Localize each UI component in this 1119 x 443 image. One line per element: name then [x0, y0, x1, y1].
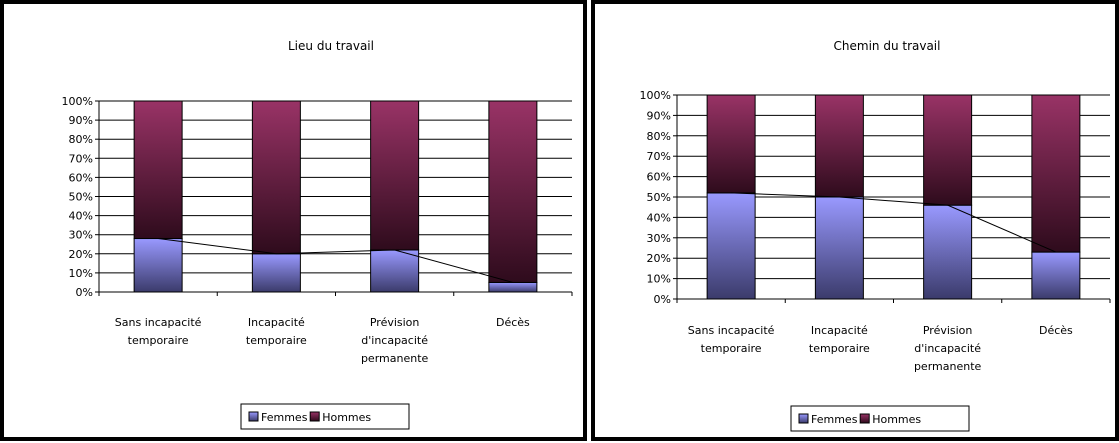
legend-box	[240, 403, 410, 430]
chart-panel-lieu: Lieu du travail 0% 10% 20% 30% 40% 50% 60% 70% 80…	[0, 0, 587, 441]
y-tick-label: 70%	[69, 152, 93, 165]
bar-femmes	[488, 281, 538, 293]
bar-femmes	[1031, 251, 1081, 300]
chart-lieu-du-travail: Lieu du travail 0% 10% 20% 30% 40% 50% 60% 70% 80…	[62, 39, 573, 430]
bar-femmes	[370, 249, 420, 293]
x-category-label: Incapacité	[248, 316, 305, 329]
x-category-label: Prévision	[370, 316, 420, 329]
x-category-label: temporaire	[246, 334, 307, 347]
x-category-label: d'incapacité	[914, 342, 981, 355]
bar-hommes	[706, 94, 756, 194]
legend-swatch-femmes	[798, 413, 809, 424]
bar-femmes	[251, 253, 301, 293]
bar-hommes	[923, 94, 973, 206]
x-category-label: Prévision	[923, 324, 973, 337]
x-category-label: Décès	[1039, 324, 1073, 337]
y-tick-label: 50%	[69, 191, 93, 204]
legend-label-hommes: Hommes	[322, 411, 371, 424]
y-tick-label: 60%	[647, 171, 671, 184]
legend-swatch-hommes	[309, 411, 320, 422]
series-line-femmes	[158, 238, 514, 283]
x-category-label: Sans incapacité	[115, 316, 202, 329]
y-tick-label: 90%	[69, 114, 93, 127]
chart-chemin-du-travail: Chemin du travail 0% 10% 20% 30% 40% 50% 60% 70%…	[640, 39, 1111, 432]
y-tick-label: 80%	[647, 130, 671, 143]
x-category-label: permanente	[914, 360, 982, 373]
legend: Femmes Hommes	[790, 405, 970, 432]
bar-femmes	[814, 196, 864, 300]
y-tick-label: 20%	[69, 248, 93, 261]
y-tick-label: 70%	[647, 150, 671, 163]
chart-title: Lieu du travail	[288, 39, 374, 53]
x-category-label: temporaire	[128, 334, 189, 347]
x-category-label: temporaire	[701, 342, 762, 355]
legend-swatch-femmes	[248, 411, 259, 422]
bar-hommes	[370, 100, 420, 251]
chart-title: Chemin du travail	[834, 39, 941, 53]
y-tick-label: 20%	[647, 252, 671, 265]
x-category-label: temporaire	[809, 342, 870, 355]
legend: Femmes Hommes	[240, 403, 410, 430]
legend-box	[790, 405, 970, 432]
y-tick-label: 0%	[654, 293, 671, 306]
bar-hommes	[251, 100, 301, 255]
y-tick-label: 10%	[69, 267, 93, 280]
y-tick-label: 90%	[647, 109, 671, 122]
series-line-femmes	[731, 192, 1057, 253]
chart-panel-chemin: Chemin du travail 0% 10% 20% 30% 40% 50% 60% 70%…	[591, 0, 1119, 441]
y-tick-label: 30%	[69, 229, 93, 242]
x-category-label: Incapacité	[811, 324, 868, 337]
y-tick-label: 60%	[69, 171, 93, 184]
y-tick-label: 100%	[640, 89, 671, 102]
y-tick-label: 30%	[647, 232, 671, 245]
y-tick-label: 10%	[647, 273, 671, 286]
bar-hommes	[488, 100, 538, 283]
legend-label-hommes: Hommes	[872, 413, 921, 426]
x-category-label: Sans incapacité	[688, 324, 775, 337]
bar-femmes	[923, 204, 973, 300]
y-tick-label: 40%	[69, 210, 93, 223]
y-tick-label: 50%	[647, 191, 671, 204]
legend-swatch-hommes	[859, 413, 870, 424]
legend-label-femmes: Femmes	[261, 411, 308, 424]
y-tick-label: 80%	[69, 133, 93, 146]
y-tick-label: 0%	[76, 286, 93, 299]
x-category-label: Décès	[496, 316, 530, 329]
y-tick-label: 100%	[62, 95, 93, 108]
bar-hommes	[814, 94, 864, 198]
x-category-label: d'incapacité	[361, 334, 428, 347]
bar-hommes	[1031, 94, 1081, 253]
bar-hommes	[133, 100, 183, 240]
y-tick-label: 40%	[647, 211, 671, 224]
bar-femmes	[706, 192, 756, 300]
legend-label-femmes: Femmes	[811, 413, 858, 426]
bar-femmes	[133, 238, 183, 293]
x-category-label: permanente	[361, 352, 429, 365]
